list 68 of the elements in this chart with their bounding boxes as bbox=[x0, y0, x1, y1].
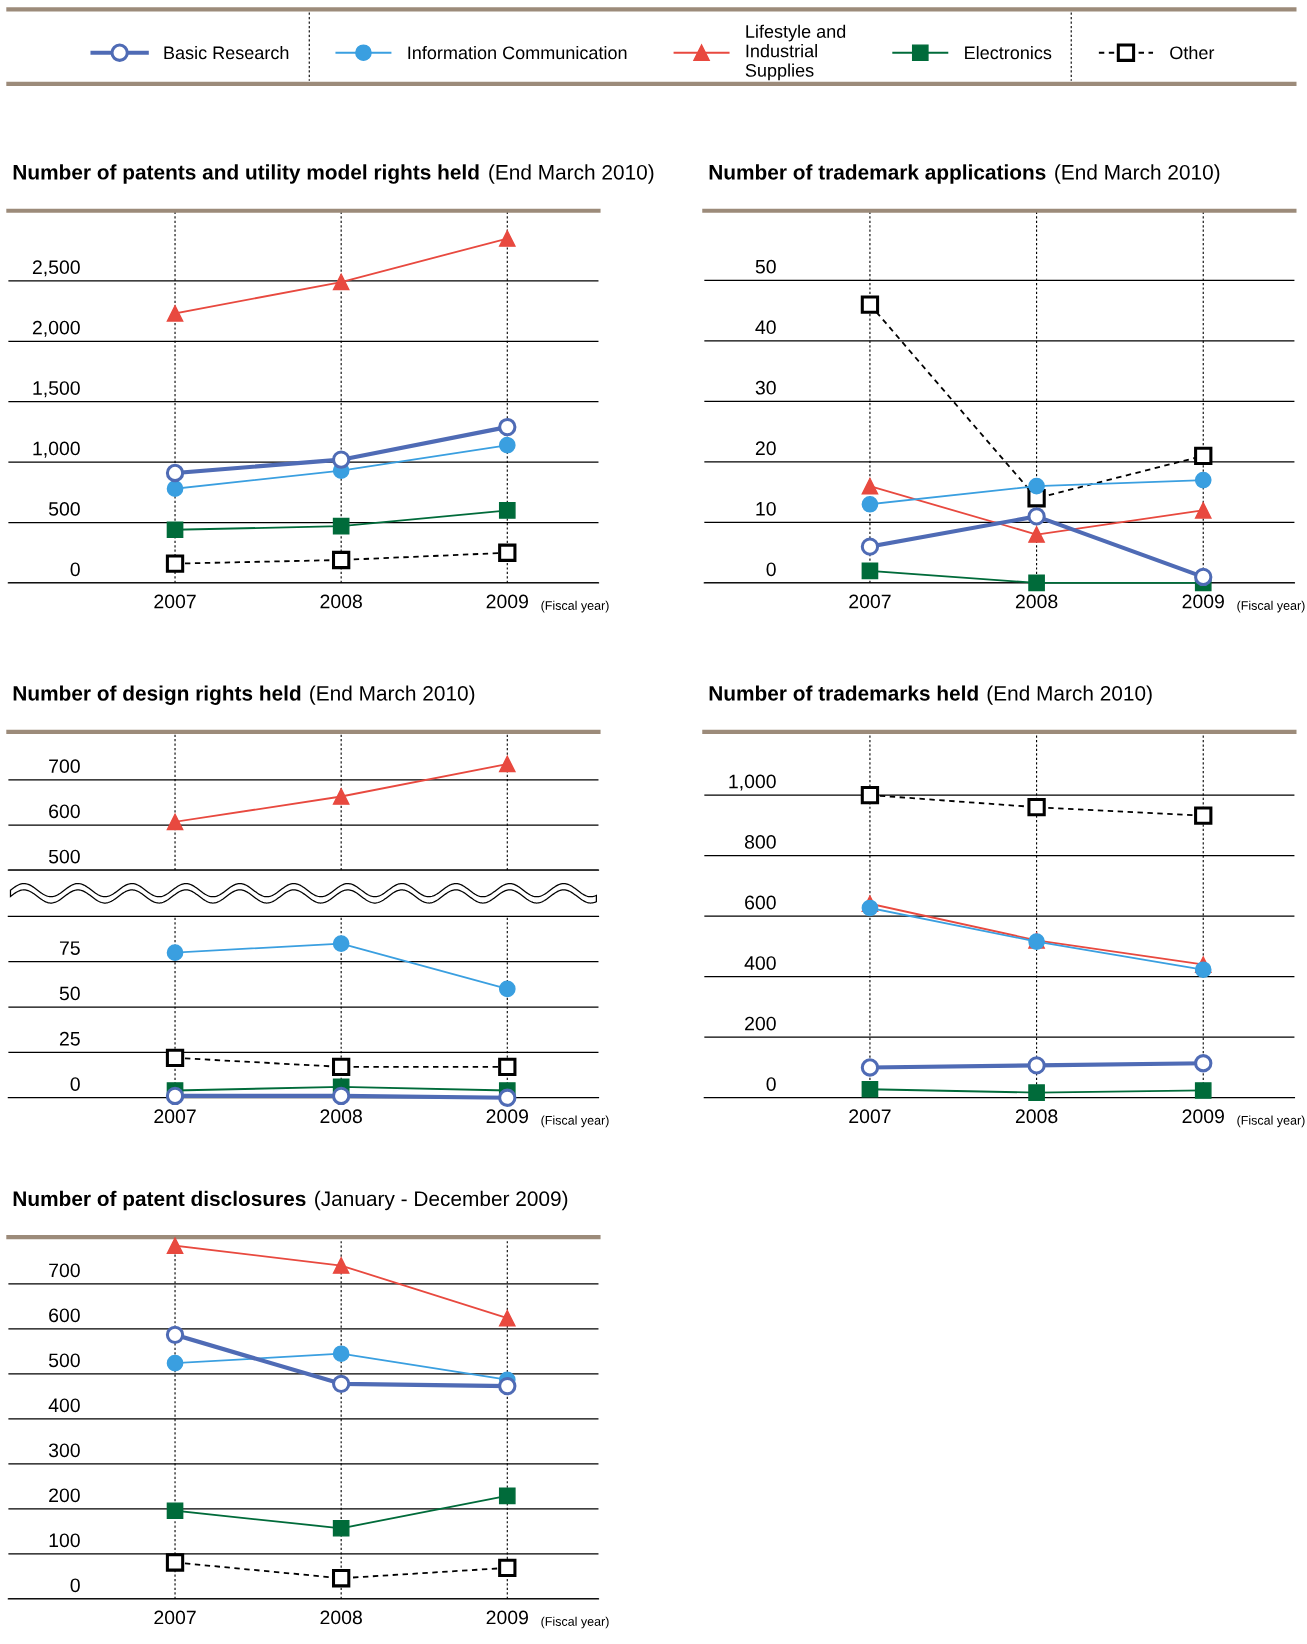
y-tick-label: 0 bbox=[766, 1077, 776, 1091]
x-tick-label: 2007 bbox=[154, 594, 196, 609]
y-tick-label: 20 bbox=[755, 441, 776, 456]
y-tick-label: 600 bbox=[49, 804, 80, 819]
y-tick-label: 700 bbox=[49, 759, 80, 774]
legend-label: Electronics bbox=[965, 45, 1052, 60]
x-tick-label: 2008 bbox=[320, 1610, 362, 1625]
legend-label: Information Communication bbox=[408, 45, 627, 60]
y-tick-label: 25 bbox=[59, 1031, 80, 1046]
y-tick-label: 0 bbox=[70, 562, 80, 577]
y-tick-label: 400 bbox=[744, 956, 776, 970]
chart-subtitle: (End March 2010) bbox=[310, 685, 475, 705]
y-tick-label: 30 bbox=[755, 380, 776, 395]
y-tick-label: 600 bbox=[49, 1308, 80, 1323]
y-tick-label: 40 bbox=[755, 320, 776, 335]
x-tick-label: 2008 bbox=[320, 1109, 362, 1124]
y-tick-label: 600 bbox=[745, 895, 776, 910]
legend-label: Basic Research bbox=[164, 45, 289, 60]
x-tick-label: 2009 bbox=[486, 1109, 528, 1124]
x-tick-label: 2007 bbox=[154, 1109, 196, 1124]
chart-subtitle: (End March 2010) bbox=[489, 164, 654, 184]
y-tick-label: 200 bbox=[745, 1016, 776, 1031]
chart-title: Number of patents and utility model rights held bbox=[13, 164, 479, 184]
x-tick-label: 2008 bbox=[1015, 594, 1058, 609]
x-tick-label: 2009 bbox=[486, 1610, 528, 1625]
x-axis-title: (Fiscal year) bbox=[1237, 1115, 1305, 1128]
y-tick-label: 1,000 bbox=[729, 774, 776, 791]
x-tick-label: 2007 bbox=[849, 1109, 891, 1124]
chart-subtitle: (End March 2010) bbox=[987, 685, 1152, 705]
y-tick-label: 100 bbox=[49, 1533, 80, 1548]
y-tick-label: 1,000 bbox=[33, 441, 80, 458]
chart-title: Number of patent disclosures bbox=[13, 1190, 306, 1211]
y-tick-label: 500 bbox=[48, 849, 80, 864]
y-tick-label: 0 bbox=[766, 562, 776, 577]
y-tick-label: 10 bbox=[756, 501, 776, 516]
chart-subtitle: (End March 2010) bbox=[1055, 164, 1220, 184]
x-tick-label: 2008 bbox=[320, 594, 362, 609]
y-tick-label: 75 bbox=[59, 941, 80, 955]
x-axis-title: (Fiscal year) bbox=[541, 1115, 609, 1128]
y-tick-label: 50 bbox=[755, 259, 776, 274]
y-tick-label: 0 bbox=[70, 1077, 80, 1091]
x-axis-title: (Fiscal year) bbox=[1237, 600, 1305, 613]
y-tick-label: 300 bbox=[48, 1443, 80, 1458]
x-tick-label: 2009 bbox=[1182, 1109, 1224, 1124]
chart-title: Number of trademarks held bbox=[709, 685, 978, 701]
x-axis-title: (Fiscal year) bbox=[541, 1616, 609, 1629]
x-tick-label: 2009 bbox=[1182, 594, 1224, 609]
y-tick-label: 2,000 bbox=[32, 320, 80, 337]
y-tick-label: 1,500 bbox=[33, 381, 80, 398]
chart-title: Number of design rights held bbox=[13, 685, 301, 705]
y-tick-label: 400 bbox=[48, 1398, 80, 1413]
x-axis-title: (Fiscal year) bbox=[541, 600, 609, 613]
y-tick-label: 0 bbox=[70, 1578, 80, 1593]
chart-subtitle: (January - December 2009) bbox=[315, 1190, 568, 1211]
legend-label: Other bbox=[1170, 45, 1215, 60]
y-tick-label: 200 bbox=[49, 1488, 80, 1503]
y-tick-label: 700 bbox=[49, 1263, 80, 1278]
x-tick-label: 2007 bbox=[154, 1610, 196, 1625]
y-tick-label: 50 bbox=[59, 986, 80, 1001]
y-tick-label: 500 bbox=[48, 1353, 80, 1368]
legend-label: Lifestyle and Industrial Supplies bbox=[745, 24, 846, 81]
y-tick-label: 2,500 bbox=[32, 260, 80, 277]
x-tick-label: 2007 bbox=[849, 594, 891, 609]
y-tick-label: 800 bbox=[744, 835, 776, 849]
chart-title: Number of trademark applications bbox=[709, 164, 1046, 184]
y-tick-label: 500 bbox=[48, 501, 80, 516]
x-tick-label: 2009 bbox=[486, 594, 528, 609]
x-tick-label: 2008 bbox=[1015, 1109, 1058, 1124]
